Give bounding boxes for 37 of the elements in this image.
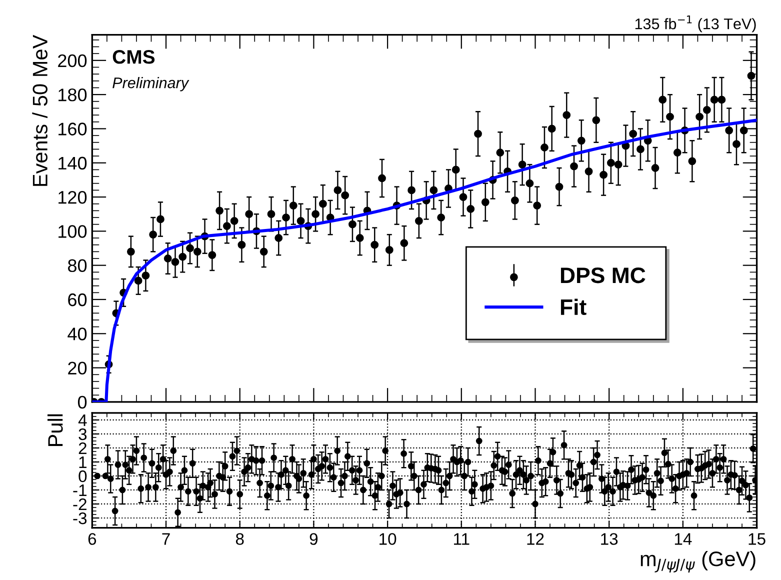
x-tick-label: 7 [162, 533, 170, 545]
y-tick-label: 120 [58, 190, 87, 204]
y-tick-label: 40 [68, 328, 87, 340]
x-tick-label: 6 [88, 533, 96, 545]
x-tick-label: 11 [454, 533, 470, 545]
x-tick-label: 8 [236, 533, 244, 545]
y-tick-label: 140 [58, 156, 87, 170]
y-tick-label: 20 [68, 362, 87, 375]
y-axis-title: Events / 50 MeV [32, 34, 48, 186]
x-tick-label: 9 [310, 533, 318, 545]
x-tick-label: 10 [380, 533, 396, 545]
legend-label: DPS MC [560, 267, 646, 284]
y-axis-title: Pull [48, 414, 63, 446]
x-tick-label: 13 [601, 533, 618, 545]
chart-title: 135 fb$^{−1}$ (13 TeV) [635, 15, 756, 32]
x-tick-label: 12 [527, 533, 544, 545]
y-tick-label: 0 [78, 396, 87, 409]
y-tick-label: 2 [78, 442, 86, 454]
y-tick-label: 1 [79, 456, 86, 468]
legend-label: Fit [560, 298, 586, 316]
y-tick-label: -1 [73, 484, 86, 496]
y-tick-label: -2 [73, 498, 86, 510]
y-tick-label: 3 [78, 428, 87, 440]
x-tick-label: 15 [748, 533, 766, 545]
y-tick-label: 160 [58, 122, 87, 136]
y-tick-label: 80 [68, 259, 87, 272]
x-axis-title: m$_{J/ψJ/ψ}$ (GeV) [640, 550, 756, 573]
y-tick-label: 0 [78, 470, 87, 482]
annotation: CMS [112, 50, 155, 64]
y-tick-label: 180 [58, 88, 87, 102]
y-tick-label: 200 [58, 54, 87, 68]
annotation: Preliminary [112, 77, 190, 92]
y-tick-label: 100 [58, 225, 87, 238]
y-tick-label: 60 [68, 293, 87, 306]
y-tick-label: 4 [78, 414, 87, 426]
x-tick-label: 14 [674, 533, 692, 545]
y-tick-label: -3 [73, 512, 87, 524]
